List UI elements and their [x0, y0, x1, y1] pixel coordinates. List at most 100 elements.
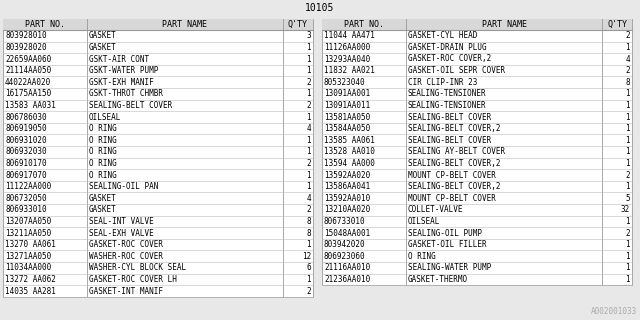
Text: SEALING-OIL PAN: SEALING-OIL PAN	[89, 182, 158, 191]
Text: 2: 2	[625, 171, 630, 180]
Text: 1: 1	[307, 275, 311, 284]
Text: 21114AA050: 21114AA050	[5, 66, 51, 75]
Text: MOUNT CP-BELT COVER: MOUNT CP-BELT COVER	[408, 194, 496, 203]
Text: OILSEAL: OILSEAL	[89, 113, 122, 122]
Bar	[322, 19, 632, 285]
Text: GASKET: GASKET	[89, 43, 116, 52]
Text: 44022AA020: 44022AA020	[5, 78, 51, 87]
Text: 806919050: 806919050	[5, 124, 47, 133]
Text: 13592AA020: 13592AA020	[324, 171, 371, 180]
Text: 13091AA001: 13091AA001	[324, 89, 371, 98]
Text: 1: 1	[625, 275, 630, 284]
Text: SEALING-BELT COVER,2: SEALING-BELT COVER,2	[408, 182, 500, 191]
Text: 1: 1	[625, 252, 630, 261]
Text: GASKET-CYL HEAD: GASKET-CYL HEAD	[408, 31, 477, 40]
Text: SEALING-OIL PUMP: SEALING-OIL PUMP	[408, 228, 482, 237]
Text: PART NO.: PART NO.	[344, 20, 384, 29]
Text: 2: 2	[307, 101, 311, 110]
Text: 13584AA050: 13584AA050	[324, 124, 371, 133]
Text: 13585 AA061: 13585 AA061	[324, 136, 375, 145]
Text: 8: 8	[625, 78, 630, 87]
Text: 2: 2	[307, 159, 311, 168]
Text: PART NAME: PART NAME	[481, 20, 527, 29]
Text: 2: 2	[307, 78, 311, 87]
Text: 803942020: 803942020	[324, 240, 365, 249]
Text: A002001033: A002001033	[591, 307, 637, 316]
Text: 5: 5	[625, 194, 630, 203]
Text: SEALING-BELT COVER: SEALING-BELT COVER	[89, 101, 172, 110]
Text: 1: 1	[307, 43, 311, 52]
Text: 1: 1	[625, 147, 630, 156]
Text: 13272 AA062: 13272 AA062	[5, 275, 56, 284]
Text: 11122AA000: 11122AA000	[5, 182, 51, 191]
Text: 13293AA040: 13293AA040	[324, 54, 371, 63]
Text: 4: 4	[307, 194, 311, 203]
Text: GSKT-AIR CONT: GSKT-AIR CONT	[89, 54, 149, 63]
Text: 1: 1	[307, 136, 311, 145]
Text: 1: 1	[307, 66, 311, 75]
Text: 803928020: 803928020	[5, 43, 47, 52]
Text: 6: 6	[307, 263, 311, 272]
Text: 21236AA010: 21236AA010	[324, 275, 371, 284]
Text: 1: 1	[307, 113, 311, 122]
Text: O RING: O RING	[89, 147, 116, 156]
Text: Q'TY: Q'TY	[288, 20, 308, 29]
Text: SEAL-INT VALVE: SEAL-INT VALVE	[89, 217, 154, 226]
Text: 2: 2	[307, 205, 311, 214]
Text: 13586AA041: 13586AA041	[324, 182, 371, 191]
Text: SEALING-BELT COVER,2: SEALING-BELT COVER,2	[408, 124, 500, 133]
Text: GASKET-INT MANIF: GASKET-INT MANIF	[89, 286, 163, 295]
Text: GASKET-OIL SEPR COVER: GASKET-OIL SEPR COVER	[408, 66, 505, 75]
Text: PART NO.: PART NO.	[25, 20, 65, 29]
Text: GASKET-ROC COVER: GASKET-ROC COVER	[89, 240, 163, 249]
Text: 1: 1	[625, 89, 630, 98]
Text: 2: 2	[625, 31, 630, 40]
Text: 806933010: 806933010	[5, 205, 47, 214]
Text: GASKET-ROC COVER,2: GASKET-ROC COVER,2	[408, 54, 492, 63]
Bar	[3, 19, 313, 30]
Text: 10105: 10105	[305, 3, 335, 13]
Text: CIR CLIP-INR 23: CIR CLIP-INR 23	[408, 78, 477, 87]
Text: O RING: O RING	[89, 171, 116, 180]
Text: GASKET-DRAIN PLUG: GASKET-DRAIN PLUG	[408, 43, 486, 52]
Text: 4: 4	[625, 54, 630, 63]
Text: 2: 2	[625, 66, 630, 75]
Text: GSKT-EXH MANIF: GSKT-EXH MANIF	[89, 78, 154, 87]
Text: PART NAME: PART NAME	[163, 20, 207, 29]
Text: GSKT-THROT CHMBR: GSKT-THROT CHMBR	[89, 89, 163, 98]
Text: 13581AA050: 13581AA050	[324, 113, 371, 122]
Text: 4: 4	[307, 124, 311, 133]
Text: WASHER-CYL BLOCK SEAL: WASHER-CYL BLOCK SEAL	[89, 263, 186, 272]
Text: 1: 1	[625, 217, 630, 226]
Text: SEALING-TENSIONER: SEALING-TENSIONER	[408, 89, 486, 98]
Text: 13528 AA010: 13528 AA010	[324, 147, 375, 156]
Text: 13210AA020: 13210AA020	[324, 205, 371, 214]
Text: SEALING AY-BELT COVER: SEALING AY-BELT COVER	[408, 147, 505, 156]
Text: 13211AA050: 13211AA050	[5, 228, 51, 237]
Text: GSKT-WATER PUMP: GSKT-WATER PUMP	[89, 66, 158, 75]
Text: 1: 1	[307, 89, 311, 98]
Text: 32: 32	[621, 205, 630, 214]
Text: 13592AA010: 13592AA010	[324, 194, 371, 203]
Text: SEAL-EXH VALVE: SEAL-EXH VALVE	[89, 228, 154, 237]
Text: SEALING-TENSIONER: SEALING-TENSIONER	[408, 101, 486, 110]
Text: 11044 AA471: 11044 AA471	[324, 31, 375, 40]
Bar	[322, 19, 632, 30]
Text: 21116AA010: 21116AA010	[324, 263, 371, 272]
Text: OILSEAL: OILSEAL	[408, 217, 440, 226]
Text: SEALING-BELT COVER: SEALING-BELT COVER	[408, 113, 492, 122]
Text: WASHER-ROC COVER: WASHER-ROC COVER	[89, 252, 163, 261]
Text: 1: 1	[625, 182, 630, 191]
Text: 13271AA050: 13271AA050	[5, 252, 51, 261]
Text: SEALING-BELT COVER: SEALING-BELT COVER	[408, 136, 492, 145]
Text: O RING: O RING	[89, 136, 116, 145]
Text: 11126AA000: 11126AA000	[324, 43, 371, 52]
Text: 13583 AA031: 13583 AA031	[5, 101, 56, 110]
Text: 806931020: 806931020	[5, 136, 47, 145]
Text: MOUNT CP-BELT COVER: MOUNT CP-BELT COVER	[408, 171, 496, 180]
Text: 11832 AA021: 11832 AA021	[324, 66, 375, 75]
Text: 16175AA150: 16175AA150	[5, 89, 51, 98]
Text: 803928010: 803928010	[5, 31, 47, 40]
Text: 1: 1	[307, 240, 311, 249]
Text: 1: 1	[307, 147, 311, 156]
